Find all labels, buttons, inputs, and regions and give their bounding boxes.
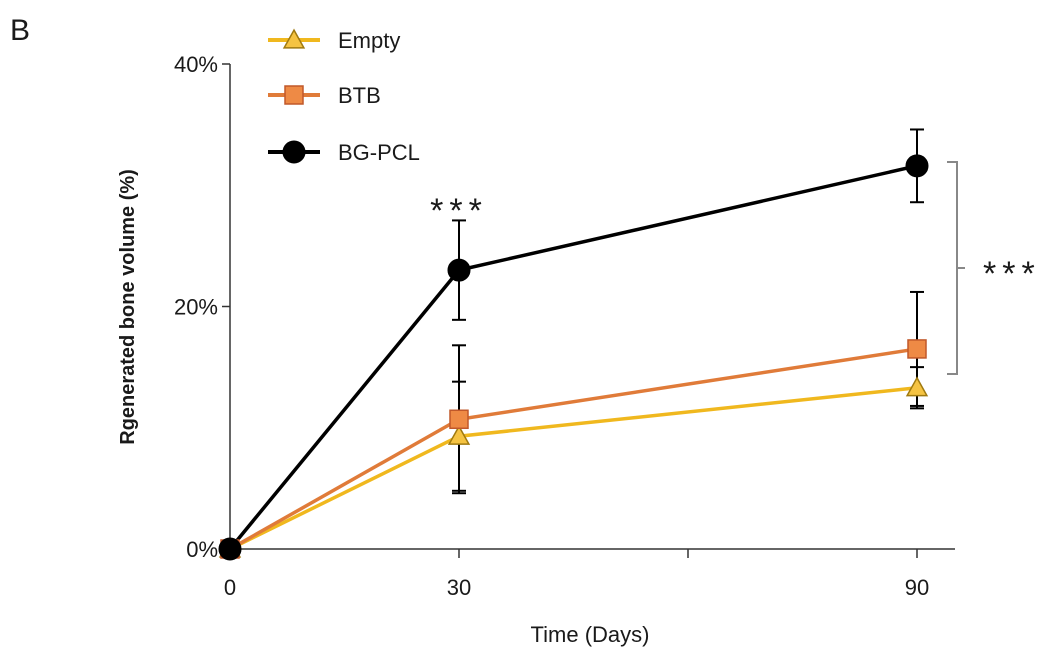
- legend-label: BTB: [338, 83, 381, 108]
- y-tick-label: 20%: [174, 295, 218, 320]
- y-tick-label: 40%: [174, 52, 218, 77]
- x-axis-title: Time (Days): [531, 622, 650, 647]
- data-point-bg-pcl: [218, 537, 242, 561]
- x-tick-label: 30: [447, 575, 471, 600]
- legend-marker-empty: [282, 28, 306, 49]
- data-point-empty: [905, 376, 929, 397]
- legend-marker-btb: [284, 85, 304, 105]
- x-tick-label: 90: [905, 575, 929, 600]
- data-point-btb: [907, 339, 927, 359]
- series-line-empty: [229, 385, 918, 551]
- panel-label: B: [10, 14, 30, 47]
- y-tick-label: 0%: [186, 537, 218, 562]
- data-point-btb: [449, 409, 469, 430]
- legend-marker-bg-pcl: [282, 140, 306, 164]
- data-point-bg-pcl: [905, 154, 929, 178]
- series-line-btb: [229, 347, 918, 551]
- data-point-bg-pcl: [447, 258, 471, 282]
- significance-marker: ***: [430, 192, 488, 230]
- legend-label: BG-PCL: [338, 140, 420, 165]
- y-axis-title: Rgenerated bone volume (%): [117, 169, 139, 445]
- legend-label: Empty: [338, 28, 400, 53]
- data-point-empty: [447, 424, 471, 445]
- significance-marker: ***: [983, 255, 1041, 293]
- significance-bracket: [947, 161, 965, 375]
- x-tick-label: 0: [224, 575, 236, 600]
